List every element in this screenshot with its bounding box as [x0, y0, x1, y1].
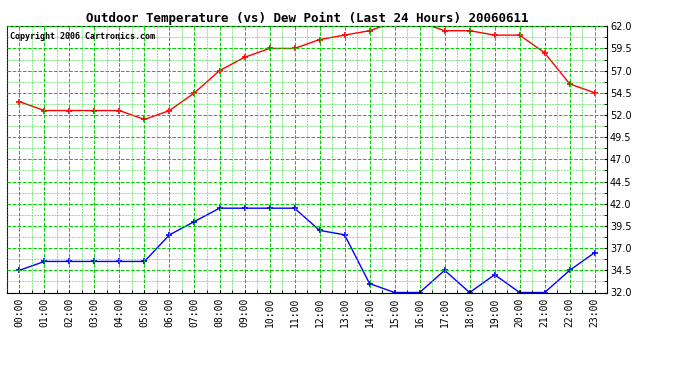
Text: Copyright 2006 Cartronics.com: Copyright 2006 Cartronics.com	[10, 32, 155, 40]
Title: Outdoor Temperature (vs) Dew Point (Last 24 Hours) 20060611: Outdoor Temperature (vs) Dew Point (Last…	[86, 12, 529, 25]
